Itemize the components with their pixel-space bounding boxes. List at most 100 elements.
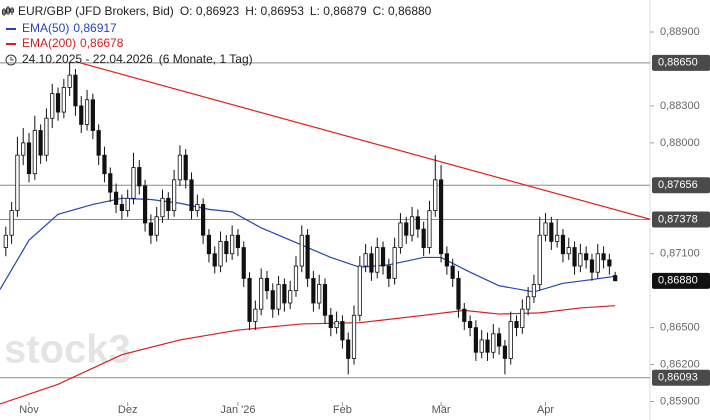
candle-body (479, 339, 484, 353)
y-tick-label: 0,88900 (660, 26, 700, 38)
candle-body (485, 339, 490, 353)
legend-icons (2, 6, 17, 66)
level-label: 0,88650 (658, 57, 698, 69)
candle-body (160, 197, 165, 218)
candle-body (183, 154, 188, 181)
candle-body (421, 228, 426, 248)
candle-body (613, 275, 618, 282)
candle-body (334, 321, 339, 329)
candle-body (90, 99, 95, 131)
y-tick-label: 0,88300 (660, 100, 700, 112)
candle-body (177, 154, 183, 181)
candle-body (195, 204, 200, 212)
candle-body (537, 234, 542, 285)
level-label-box (652, 177, 710, 194)
candle-body (601, 253, 606, 261)
candle-body (415, 216, 420, 230)
candle-body (566, 247, 571, 255)
level-label: 0,86880 (658, 275, 698, 287)
candle-body (61, 87, 66, 113)
candle-body (305, 234, 310, 279)
candle-body (322, 284, 328, 316)
legend-text: EUR/GBP (JFD Brokers, Bid) (18, 4, 174, 18)
level-label-box (652, 211, 710, 228)
legend-text: H: 0,86953 (245, 4, 304, 18)
y-tick-label: 0,86200 (660, 358, 700, 370)
candle-body (456, 277, 461, 310)
candle-body (67, 74, 72, 88)
level-label-box (652, 369, 710, 386)
clock-hands (10, 57, 14, 61)
candle-icon (2, 6, 14, 16)
legend-value: 0,86678 (80, 36, 124, 50)
candle-body (108, 173, 113, 193)
candle-body (369, 253, 374, 273)
candle-body (73, 74, 78, 107)
candle-body (346, 339, 351, 359)
candle-body (398, 222, 403, 248)
candle-body (526, 296, 531, 310)
candle-body (578, 253, 583, 267)
legend-name: EMA(200) (22, 36, 76, 50)
candle-body (96, 130, 101, 156)
level-label-box (652, 272, 710, 289)
legend-text: O: 0,86923 (180, 4, 240, 18)
candle-body (102, 154, 107, 175)
candle-body (230, 234, 235, 255)
candle-body (450, 265, 455, 279)
candle-body (201, 204, 206, 236)
candle-body (549, 222, 554, 242)
x-tick-label: Dez (118, 404, 138, 416)
candle-body (386, 265, 391, 279)
candle-body (497, 333, 502, 347)
candle-body (491, 333, 496, 353)
candle-body (131, 167, 136, 199)
candle-body (560, 234, 566, 255)
candle-body (363, 253, 368, 267)
candle-body (607, 259, 612, 267)
x-tick-label: Mär (432, 404, 451, 416)
candle-body (282, 284, 287, 304)
candle-body (270, 290, 275, 310)
candle-body (235, 234, 241, 248)
candle-body (595, 253, 600, 273)
candle-body (589, 259, 595, 273)
candle-body (299, 234, 304, 267)
x-tick-label: Nov (19, 404, 39, 416)
candle-body (247, 277, 252, 322)
candle-body (462, 308, 467, 322)
legend-name: EMA(50) (22, 21, 69, 35)
candle-body (166, 197, 171, 212)
candle-body (572, 247, 577, 267)
candle-body (427, 210, 432, 248)
candle-body (514, 321, 519, 329)
x-tick-label: Jan '26 (220, 404, 255, 416)
candle-body (584, 253, 589, 261)
candle-body (142, 185, 148, 224)
candle-body (21, 142, 26, 156)
watermark: stock3 (4, 328, 131, 372)
x-tick-label: Apr (537, 404, 554, 416)
candle-body (119, 204, 124, 212)
y-tick-label: 0,86500 (660, 322, 700, 334)
legend-text: 24.10.2025 - 22.04.2026 (22, 52, 153, 66)
candle-body (224, 241, 229, 255)
candle-body (293, 265, 299, 292)
candle-body (508, 321, 513, 359)
y-tick-label: 0,88000 (660, 137, 700, 149)
trendline (75, 61, 651, 220)
candle-body (409, 216, 415, 236)
candle-body (125, 197, 130, 212)
level-label-box (652, 54, 710, 71)
candle-body (50, 93, 55, 119)
candle-body (543, 222, 548, 236)
y-tick-label: 0,87100 (660, 248, 700, 260)
legend-text: (6 Monate, 1 Tag) (159, 52, 253, 66)
candle-body (288, 290, 293, 304)
candle-body (444, 253, 449, 267)
candle-body (259, 277, 264, 310)
legend-text: C: 0,86880 (373, 4, 432, 18)
candle-body (79, 105, 84, 125)
candle-body (404, 222, 409, 236)
